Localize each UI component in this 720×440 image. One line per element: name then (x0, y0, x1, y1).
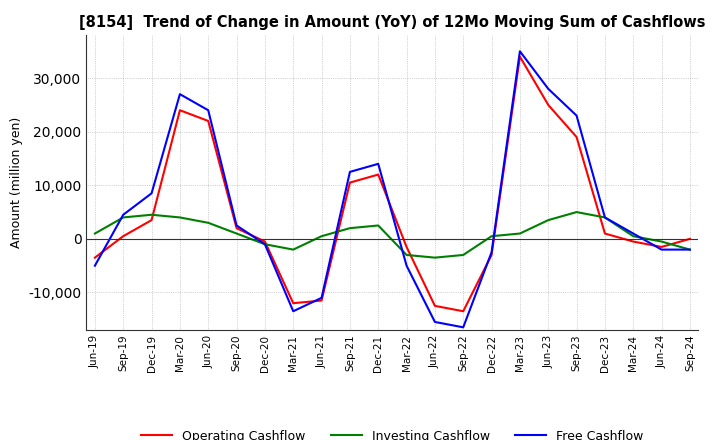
Operating Cashflow (629, 239, 637, 244)
Free Cashflow (176, 92, 184, 97)
Free Cashflow (346, 169, 354, 175)
Operating Cashflow (91, 255, 99, 260)
Investing Cashflow (544, 217, 552, 223)
Free Cashflow (544, 86, 552, 92)
Line: Investing Cashflow: Investing Cashflow (95, 212, 690, 258)
Investing Cashflow (374, 223, 382, 228)
Operating Cashflow (544, 102, 552, 107)
Free Cashflow (374, 161, 382, 166)
Operating Cashflow (374, 172, 382, 177)
Operating Cashflow (459, 308, 467, 314)
Investing Cashflow (289, 247, 297, 252)
Legend: Operating Cashflow, Investing Cashflow, Free Cashflow: Operating Cashflow, Investing Cashflow, … (136, 425, 649, 440)
Free Cashflow (572, 113, 581, 118)
Investing Cashflow (516, 231, 524, 236)
Operating Cashflow (516, 54, 524, 59)
Free Cashflow (318, 295, 326, 301)
Investing Cashflow (600, 215, 609, 220)
Operating Cashflow (572, 134, 581, 139)
Operating Cashflow (685, 236, 694, 242)
Investing Cashflow (318, 234, 326, 239)
Investing Cashflow (176, 215, 184, 220)
Operating Cashflow (402, 244, 411, 249)
Free Cashflow (119, 212, 127, 217)
Investing Cashflow (91, 231, 99, 236)
Free Cashflow (685, 247, 694, 252)
Operating Cashflow (261, 239, 269, 244)
Free Cashflow (148, 191, 156, 196)
Operating Cashflow (204, 118, 212, 124)
Free Cashflow (261, 242, 269, 247)
Investing Cashflow (685, 247, 694, 252)
Free Cashflow (431, 319, 439, 325)
Free Cashflow (600, 215, 609, 220)
Free Cashflow (657, 247, 666, 252)
Operating Cashflow (657, 244, 666, 249)
Title: [8154]  Trend of Change in Amount (YoY) of 12Mo Moving Sum of Cashflows: [8154] Trend of Change in Amount (YoY) o… (79, 15, 706, 30)
Operating Cashflow (176, 108, 184, 113)
Investing Cashflow (346, 226, 354, 231)
Line: Free Cashflow: Free Cashflow (95, 51, 690, 327)
Operating Cashflow (119, 234, 127, 239)
Free Cashflow (233, 223, 241, 228)
Operating Cashflow (487, 252, 496, 257)
Operating Cashflow (318, 298, 326, 303)
Free Cashflow (459, 325, 467, 330)
Investing Cashflow (487, 234, 496, 239)
Investing Cashflow (657, 239, 666, 244)
Operating Cashflow (289, 301, 297, 306)
Investing Cashflow (233, 231, 241, 236)
Free Cashflow (204, 108, 212, 113)
Investing Cashflow (204, 220, 212, 225)
Free Cashflow (402, 263, 411, 268)
Free Cashflow (487, 249, 496, 255)
Investing Cashflow (459, 252, 467, 257)
Investing Cashflow (402, 252, 411, 257)
Investing Cashflow (119, 215, 127, 220)
Free Cashflow (91, 263, 99, 268)
Investing Cashflow (148, 212, 156, 217)
Operating Cashflow (431, 303, 439, 308)
Line: Operating Cashflow: Operating Cashflow (95, 57, 690, 311)
Investing Cashflow (629, 234, 637, 239)
Operating Cashflow (233, 226, 241, 231)
Operating Cashflow (346, 180, 354, 185)
Free Cashflow (516, 49, 524, 54)
Free Cashflow (629, 231, 637, 236)
Operating Cashflow (600, 231, 609, 236)
Investing Cashflow (572, 209, 581, 215)
Investing Cashflow (431, 255, 439, 260)
Y-axis label: Amount (million yen): Amount (million yen) (10, 117, 23, 248)
Operating Cashflow (148, 217, 156, 223)
Investing Cashflow (261, 242, 269, 247)
Free Cashflow (289, 308, 297, 314)
